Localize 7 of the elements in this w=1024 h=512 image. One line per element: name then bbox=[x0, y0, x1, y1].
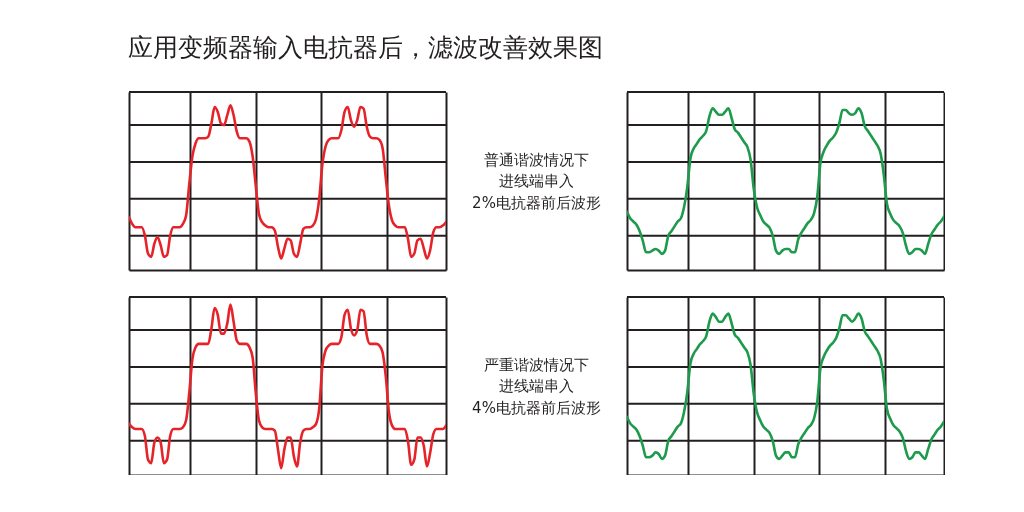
text: 严重谐波情况下 bbox=[484, 355, 589, 374]
chart-title: 应用变频器输入电抗器后，滤波改善效果图 bbox=[128, 33, 603, 62]
text: 普通谐波情况下 bbox=[484, 150, 589, 169]
text: 进线端串入 bbox=[499, 377, 574, 395]
text: 进线端串入 bbox=[499, 172, 574, 190]
text: 2%电抗器前后波形 bbox=[472, 193, 601, 212]
text: 4%电抗器前后波形 bbox=[472, 398, 601, 417]
